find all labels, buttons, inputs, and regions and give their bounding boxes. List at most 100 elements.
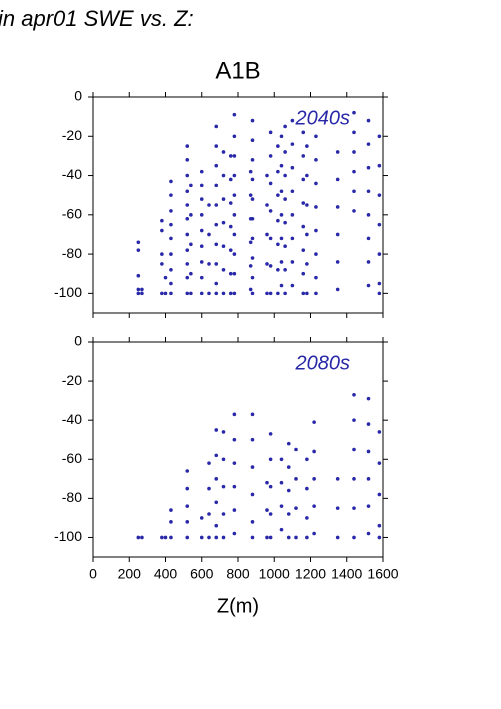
- point: [377, 193, 382, 197]
- point: [136, 240, 141, 245]
- point: [377, 222, 382, 227]
- point: [335, 177, 340, 182]
- point: [305, 291, 309, 296]
- point: [268, 181, 273, 186]
- point: [248, 240, 253, 245]
- point: [160, 291, 164, 296]
- point: [136, 248, 141, 252]
- point: [279, 163, 284, 168]
- point: [335, 506, 340, 510]
- point: [228, 224, 233, 229]
- point: [250, 158, 255, 162]
- point: [232, 484, 237, 489]
- point: [294, 447, 298, 452]
- point: [169, 508, 173, 512]
- point: [279, 134, 284, 139]
- y-tick-label: -60: [62, 206, 82, 222]
- point: [314, 228, 318, 233]
- point: [228, 154, 233, 158]
- point: [232, 154, 237, 158]
- y-tick-label: 0: [74, 88, 82, 104]
- point: [232, 412, 237, 417]
- point: [268, 291, 273, 296]
- point: [286, 535, 291, 540]
- point: [268, 154, 273, 158]
- point: [312, 420, 316, 424]
- point: [248, 169, 253, 174]
- point: [286, 488, 291, 493]
- point: [335, 205, 340, 209]
- y-tick-label: 0: [74, 333, 82, 349]
- point: [290, 213, 295, 217]
- y-tick-label: -80: [62, 245, 82, 261]
- point: [214, 477, 219, 481]
- point: [294, 535, 298, 540]
- point: [268, 209, 273, 213]
- point: [294, 477, 298, 481]
- point: [352, 110, 356, 115]
- point: [185, 248, 190, 252]
- point: [301, 291, 306, 296]
- point: [169, 291, 173, 296]
- point: [265, 232, 269, 237]
- point: [312, 477, 316, 481]
- point: [301, 248, 306, 252]
- point: [169, 252, 173, 256]
- point: [314, 205, 318, 209]
- point: [366, 118, 371, 123]
- point: [169, 520, 173, 524]
- point: [221, 291, 226, 296]
- point: [207, 512, 211, 516]
- point: [207, 232, 211, 237]
- y-tick-label: -20: [62, 127, 82, 143]
- y-tick-label: -100: [54, 528, 82, 544]
- point: [232, 134, 237, 139]
- point: [169, 281, 173, 286]
- point: [221, 220, 226, 225]
- point: [232, 173, 237, 178]
- point: [199, 244, 204, 249]
- point: [221, 197, 226, 201]
- point: [140, 291, 144, 296]
- point: [189, 242, 193, 247]
- point: [136, 273, 141, 278]
- point: [290, 189, 295, 194]
- point: [335, 477, 340, 481]
- point: [283, 244, 287, 249]
- point: [279, 527, 284, 532]
- point: [352, 447, 356, 452]
- point: [377, 430, 382, 434]
- point: [160, 262, 164, 266]
- y-tick-label: -40: [62, 166, 82, 182]
- chart-title: in apr01 SWE vs. Z:: [0, 6, 194, 31]
- point: [185, 486, 190, 491]
- point: [377, 523, 382, 528]
- point: [276, 169, 280, 174]
- point: [279, 480, 284, 485]
- point: [185, 469, 190, 473]
- point: [290, 260, 295, 264]
- point: [199, 213, 204, 217]
- point: [185, 216, 190, 221]
- point: [199, 291, 204, 296]
- point: [279, 236, 284, 241]
- point: [185, 520, 190, 524]
- point: [207, 461, 211, 465]
- point: [250, 216, 255, 221]
- point: [214, 291, 219, 296]
- point: [214, 242, 219, 247]
- point: [366, 165, 371, 170]
- point: [248, 264, 253, 268]
- point: [189, 183, 193, 188]
- point: [366, 236, 371, 241]
- point: [366, 504, 371, 508]
- point: [189, 271, 193, 276]
- point: [366, 449, 371, 454]
- point: [185, 291, 190, 296]
- point: [250, 437, 255, 442]
- point: [189, 291, 193, 296]
- point: [265, 508, 269, 512]
- y-tick-label: -80: [62, 489, 82, 505]
- point: [352, 506, 356, 510]
